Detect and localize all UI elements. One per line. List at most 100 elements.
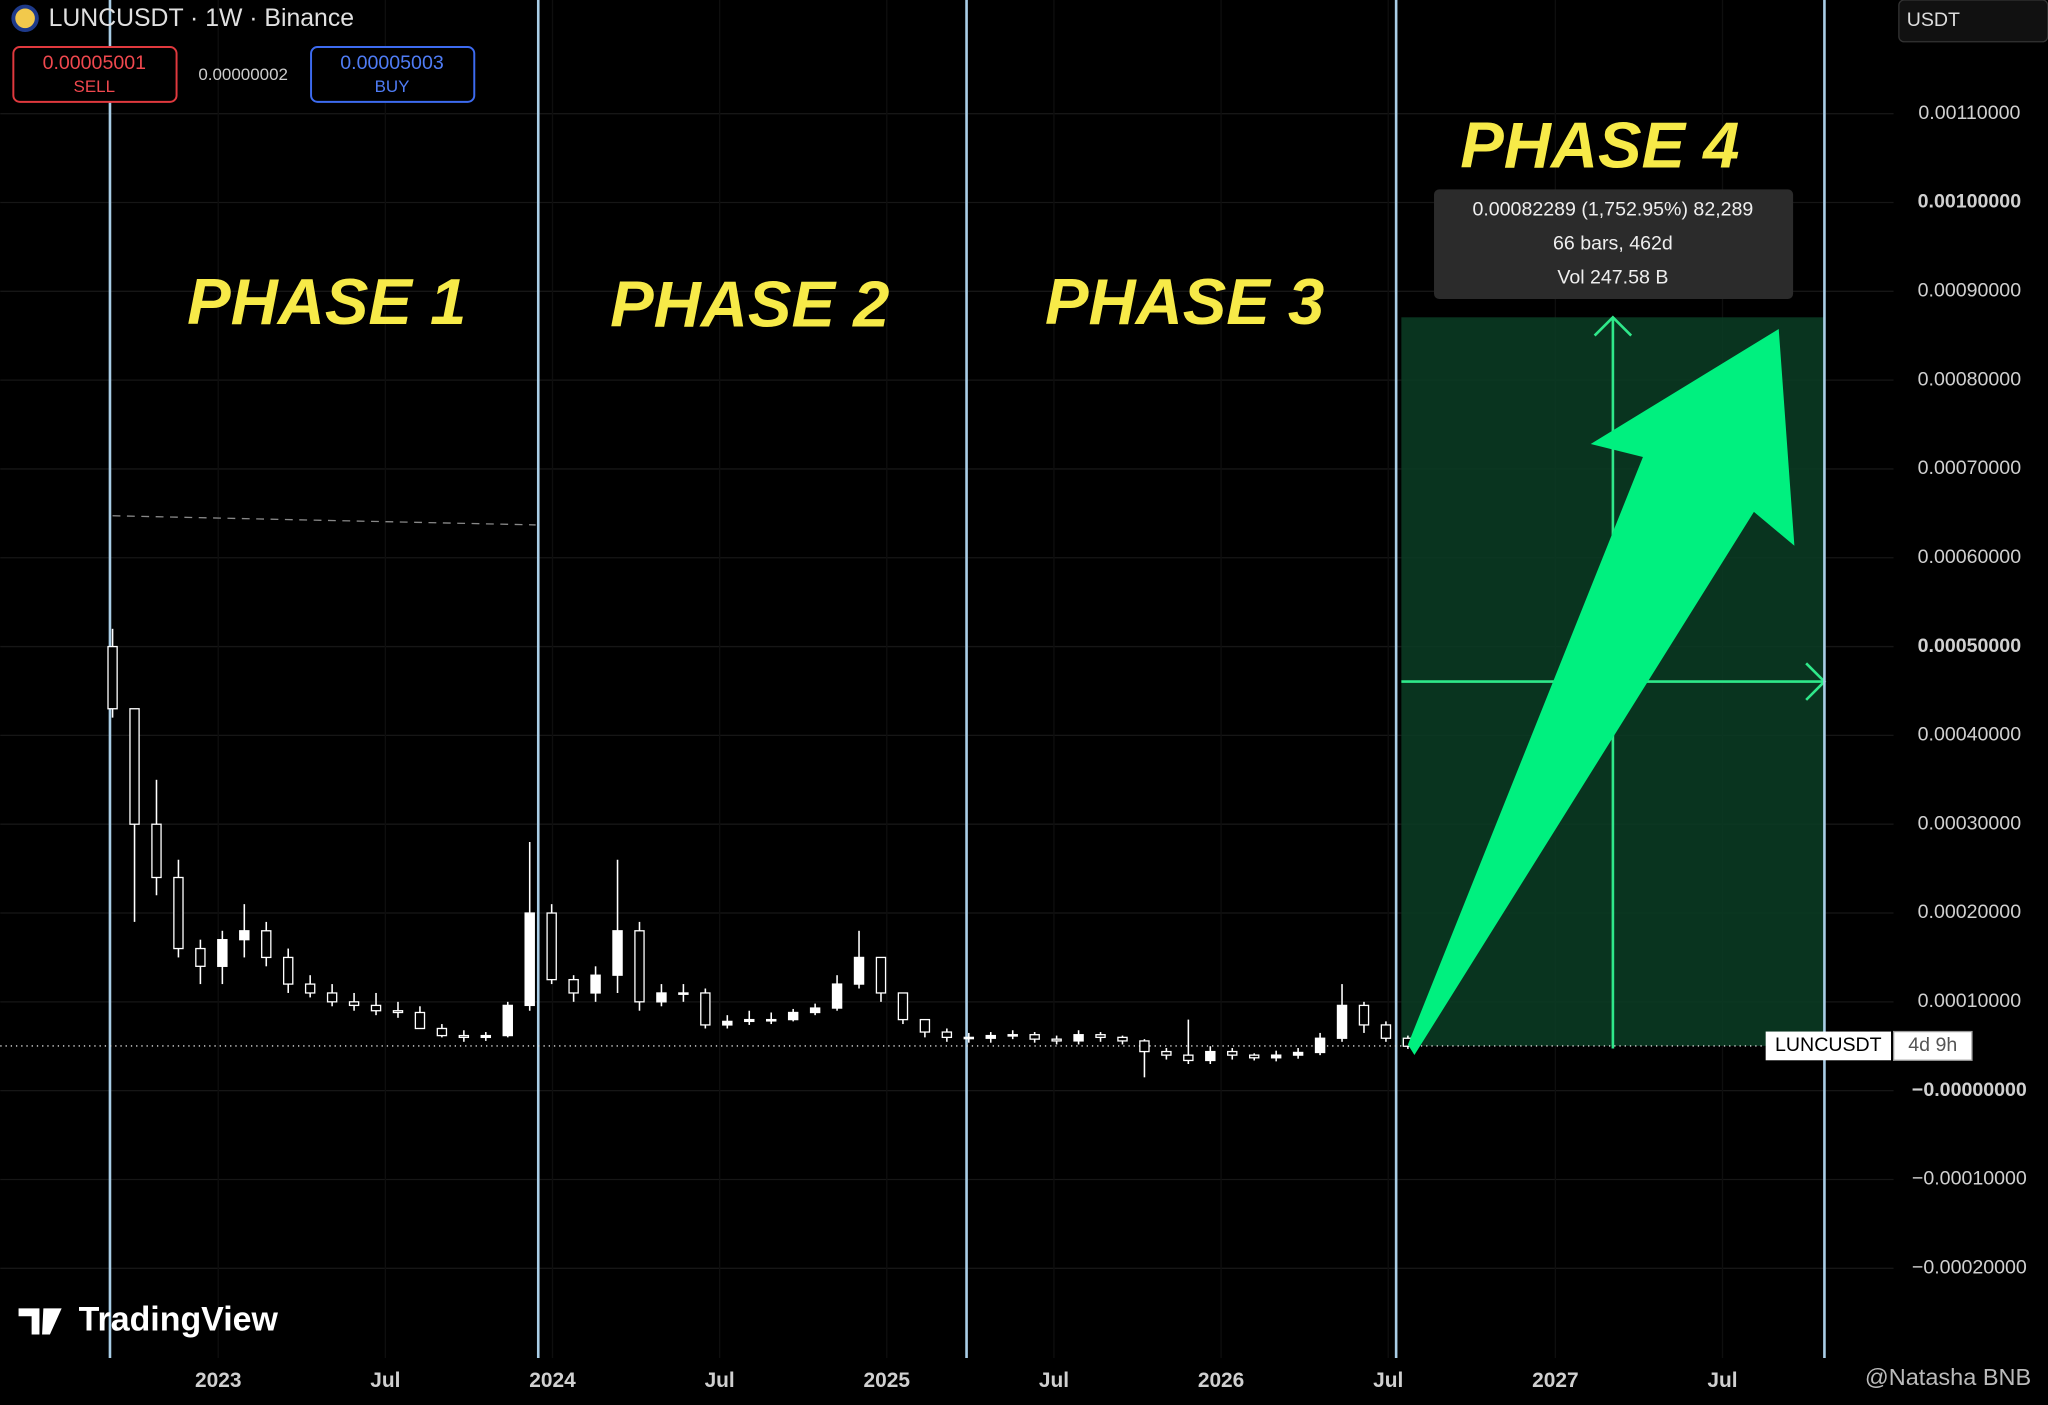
candle-body [678,992,689,995]
candle-body [722,1020,733,1026]
candle-body [480,1034,492,1039]
candle-body [261,930,272,959]
countdown-text: 4d 9h [1908,1034,1957,1056]
tooltip-text: Vol 247.58 B [1557,266,1668,288]
candles [107,628,1414,1078]
y-tick-label: 0.00080000 [1918,368,2022,390]
buy-price: 0.00005003 [340,52,444,74]
candle-body [326,992,338,1003]
y-axis: 0.00110000 0.00100000 0.00090000 0.00080000… [1912,102,2027,1279]
candle-body [897,992,909,1021]
currency-label: USDT [1907,9,1960,31]
candle-body [590,974,601,994]
candle-body [1095,1034,1106,1039]
tooltip-text: 0.00082289 (1,752.95%) 82,289 [1472,198,1753,220]
brand-logo [18,1308,62,1335]
candle-body [1292,1051,1304,1056]
y-tick-label: 0.00060000 [1918,546,2022,568]
candle-body [1051,1038,1062,1042]
candle-body [436,1027,448,1037]
price-tag [1765,1031,1892,1061]
candle-body [524,912,535,1007]
candle-body [634,930,645,1003]
candle-body [831,983,843,1009]
candle-body [151,823,162,879]
candle-body [1380,1024,1392,1039]
x-tick-label: 2026 [1198,1369,1244,1392]
y-tick-label: 0.00040000 [1918,724,2022,746]
y-tick-label: 0.00010000 [1918,990,2022,1012]
y-tick-label: 0.00050000 [1918,635,2022,657]
y-tick-label: 0.00090000 [1918,279,2022,301]
candle-body [195,947,206,967]
candle-body [1117,1036,1128,1042]
candle-body [700,992,711,1026]
watermark: @Natasha BNB [1865,1364,2031,1390]
symbol-title: LUNCUSDT · 1W · Binance [49,5,354,32]
price-axis [1893,0,2048,1358]
y-tick-label: 0.00020000 [1918,901,2022,923]
y-tick-label: 0.00110000 [1918,102,2020,124]
candle-body [1139,1040,1150,1053]
measure-arrowhead [1593,315,1633,337]
x-axis: 2023 Jul 2024 Jul 2025 Jul 2026 Jul 2027 Jul [195,1369,1738,1392]
candle-body [1161,1050,1172,1056]
phase-label: PHASE 3 [1045,265,1324,338]
brand: TradingView [79,1300,279,1338]
phase-label: PHASE 2 [610,268,889,341]
x-tick-label: Jul [370,1369,400,1392]
countdown-tag [1892,1030,1973,1061]
sell-button[interactable] [12,46,178,103]
candle-body [1358,1004,1370,1026]
candle-body [744,1018,755,1023]
candle-body [941,1031,953,1039]
candle-body [875,956,887,994]
candle-body [1248,1054,1260,1059]
candle-body [348,1001,360,1007]
candle-body [963,1036,975,1040]
tooltip-text: 66 bars, 462d [1553,232,1673,254]
x-tick-label: Jul [1039,1369,1069,1392]
candle-body [568,978,579,994]
candle-body [1314,1037,1326,1054]
x-tick-label: 2023 [195,1369,241,1392]
candle-body [1205,1050,1216,1062]
x-tick-label: Jul [1707,1369,1737,1392]
candle-body [1336,1004,1348,1039]
candle-body [502,1004,513,1037]
y-tick-label: −0.00020000 [1912,1256,2027,1278]
candle-body [173,876,184,950]
x-tick-label: Jul [705,1369,735,1392]
candle-body [853,956,865,985]
symbol-icon [11,4,39,32]
x-tick-label: 2027 [1532,1369,1578,1392]
candle-body [612,930,623,976]
phase-label: PHASE 4 [1460,108,1739,181]
buy-label: BUY [375,77,410,96]
candle-body [809,1007,821,1014]
candle-body [765,1018,777,1022]
y-tick-label: −0.00010000 [1912,1168,2027,1190]
sell-price: 0.00005001 [43,52,146,74]
candle-body [370,1004,382,1012]
candle-body [392,1010,404,1014]
candle-body [1183,1054,1194,1062]
candle-body [546,912,557,981]
candle-body [239,930,250,941]
y-tick-label: −0.00000000 [1912,1079,2027,1101]
candle-body [1270,1054,1282,1059]
candle-body [1029,1034,1040,1040]
candle-body [304,983,316,994]
candle-body [458,1034,470,1039]
candle-body [129,708,140,825]
candle-body [217,939,228,967]
price-tag-text: LUNCUSDT [1775,1034,1882,1056]
candle-body [919,1018,931,1033]
big-arrow [1407,329,1795,1056]
buy-button[interactable] [310,46,476,103]
candle-body [787,1011,799,1021]
measure-tooltip [1434,189,1794,300]
y-tick-label: 0.00030000 [1918,812,2022,834]
x-tick-label: 2025 [864,1369,911,1392]
candle-body [656,992,667,1003]
